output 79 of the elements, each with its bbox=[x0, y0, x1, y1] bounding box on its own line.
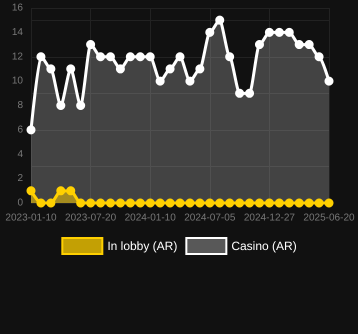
x-tick-label: 2023-01-10 bbox=[5, 212, 58, 224]
point bbox=[304, 40, 314, 50]
y-tick-label: 14 bbox=[12, 26, 24, 38]
point bbox=[254, 198, 264, 208]
point bbox=[126, 52, 135, 62]
point bbox=[176, 52, 184, 62]
point bbox=[96, 198, 106, 208]
point bbox=[235, 88, 244, 98]
point bbox=[136, 198, 145, 208]
point bbox=[215, 16, 224, 25]
y-tick-label: 12 bbox=[12, 51, 24, 62]
y-tick-label: 8 bbox=[17, 100, 24, 111]
point bbox=[205, 28, 214, 37]
point bbox=[86, 198, 96, 208]
point bbox=[56, 101, 66, 110]
point bbox=[76, 198, 86, 208]
point bbox=[195, 64, 204, 74]
point bbox=[225, 198, 234, 208]
point bbox=[195, 198, 204, 208]
point bbox=[146, 52, 155, 62]
point bbox=[205, 198, 214, 208]
point bbox=[56, 186, 66, 196]
y-tick-label: 10 bbox=[12, 76, 24, 87]
point bbox=[235, 198, 244, 208]
point bbox=[284, 28, 294, 37]
point bbox=[106, 198, 115, 208]
x-tick-label: 2023-07-20 bbox=[65, 212, 117, 224]
y-tick-label: 0 bbox=[17, 198, 24, 208]
point bbox=[106, 52, 115, 62]
point bbox=[156, 76, 165, 86]
point bbox=[136, 52, 145, 62]
point bbox=[66, 186, 76, 196]
x-tick-label: 2025-06-20 bbox=[303, 212, 356, 224]
point bbox=[294, 198, 304, 208]
point bbox=[116, 64, 125, 74]
point bbox=[146, 198, 155, 208]
point bbox=[274, 198, 284, 208]
point bbox=[46, 198, 56, 208]
point bbox=[284, 198, 294, 208]
point bbox=[264, 198, 274, 208]
y-tick-label: 16 bbox=[12, 2, 24, 14]
point bbox=[116, 198, 125, 208]
point bbox=[274, 28, 284, 37]
point bbox=[76, 101, 86, 110]
point bbox=[185, 198, 194, 208]
point bbox=[126, 198, 135, 208]
point bbox=[96, 52, 106, 62]
point bbox=[156, 198, 165, 208]
y-tick-label: 4 bbox=[17, 148, 24, 160]
point bbox=[86, 40, 96, 50]
point bbox=[254, 40, 264, 50]
point bbox=[176, 198, 184, 208]
point bbox=[264, 28, 274, 37]
point bbox=[294, 40, 304, 50]
x-tick-label: 2024-07-05 bbox=[184, 212, 236, 224]
legend-label: Casino (AR) bbox=[231, 239, 297, 253]
x-tick-label: 2024-01-10 bbox=[124, 212, 176, 224]
point bbox=[314, 198, 324, 208]
y-tick-label: 2 bbox=[17, 173, 24, 184]
x-tick-label: 2024-12-27 bbox=[244, 212, 296, 224]
point bbox=[245, 198, 254, 208]
point bbox=[225, 52, 234, 62]
point bbox=[314, 52, 324, 62]
point bbox=[185, 76, 194, 86]
point bbox=[215, 198, 224, 208]
y-tick-label: 6 bbox=[17, 124, 24, 136]
point bbox=[304, 198, 314, 208]
point bbox=[166, 198, 175, 208]
point bbox=[324, 198, 334, 208]
point bbox=[36, 198, 46, 208]
point bbox=[324, 76, 334, 86]
point bbox=[166, 64, 175, 74]
point bbox=[66, 64, 76, 74]
point bbox=[46, 64, 56, 74]
legend-label: In lobby (AR) bbox=[107, 239, 178, 253]
point bbox=[26, 186, 36, 196]
point bbox=[245, 88, 254, 98]
point bbox=[26, 125, 36, 134]
point bbox=[36, 52, 46, 62]
